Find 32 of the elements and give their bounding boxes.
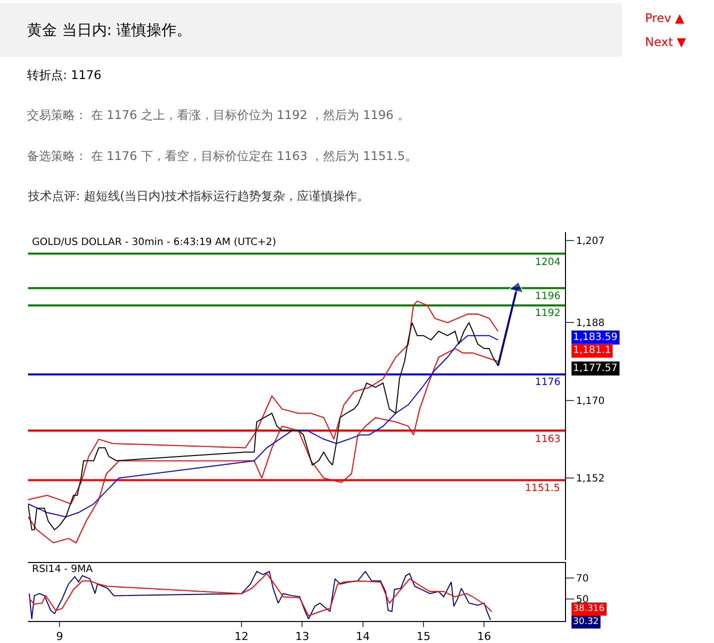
x-tick-label: 9 xyxy=(56,630,64,643)
x-tick-label: 14 xyxy=(356,630,370,643)
y-tick-label: 1,188 xyxy=(576,318,605,330)
text: 1,181.1 xyxy=(573,345,612,356)
text: 1,183.59 xyxy=(573,332,618,343)
text: 转折点: 1176 xyxy=(27,68,102,82)
text: 30.32 xyxy=(573,617,599,627)
text: 交易策略： 在 1176 之上，看涨，目标价位为 1192 ，然后为 1196 。 xyxy=(27,108,410,122)
chart-title: RSI14 - 9MA xyxy=(32,564,93,575)
x-tick-label: 13 xyxy=(295,630,310,643)
ref-line-label: 1196 xyxy=(535,291,560,302)
y-tick-label: 1,170 xyxy=(576,396,605,407)
y-tick-label: 50 xyxy=(576,594,589,606)
text: 1,177.57 xyxy=(573,363,618,374)
ref-line-label: 1176 xyxy=(535,377,560,388)
ref-line-label: 1192 xyxy=(535,308,560,319)
annotation: GOLD/US DOLLAR - 30min - 6:43:19 AM (UTC+2) xyxy=(32,237,276,248)
ref-line-label: 1163 xyxy=(535,434,560,445)
text: 技术点评: 超短线(当日内)技术指标运行趋势复杂，应谨慎操作。 xyxy=(27,189,370,203)
y-tick-label: 1,207 xyxy=(576,236,605,248)
ref-line-label: 1204 xyxy=(535,257,560,268)
text: Next ▼ xyxy=(645,35,687,49)
x-tick-label: 12 xyxy=(234,630,249,643)
y-tick-label: 70 xyxy=(576,573,589,584)
x-tick-label: 16 xyxy=(477,630,492,643)
x-tick-label: 15 xyxy=(416,630,430,643)
text: Prev ▲ xyxy=(645,11,685,25)
text: 38.316 xyxy=(573,604,605,614)
chart-title: 黄金 当日内: 谨慎操作。 xyxy=(27,21,192,39)
ref-line-label: 1151.5 xyxy=(525,483,560,494)
text: 备选策略： 在 1176 下，看空，目标价位定在 1163 ，然后为 1151.5。 xyxy=(27,149,417,163)
y-tick-label: 1,152 xyxy=(576,474,605,484)
